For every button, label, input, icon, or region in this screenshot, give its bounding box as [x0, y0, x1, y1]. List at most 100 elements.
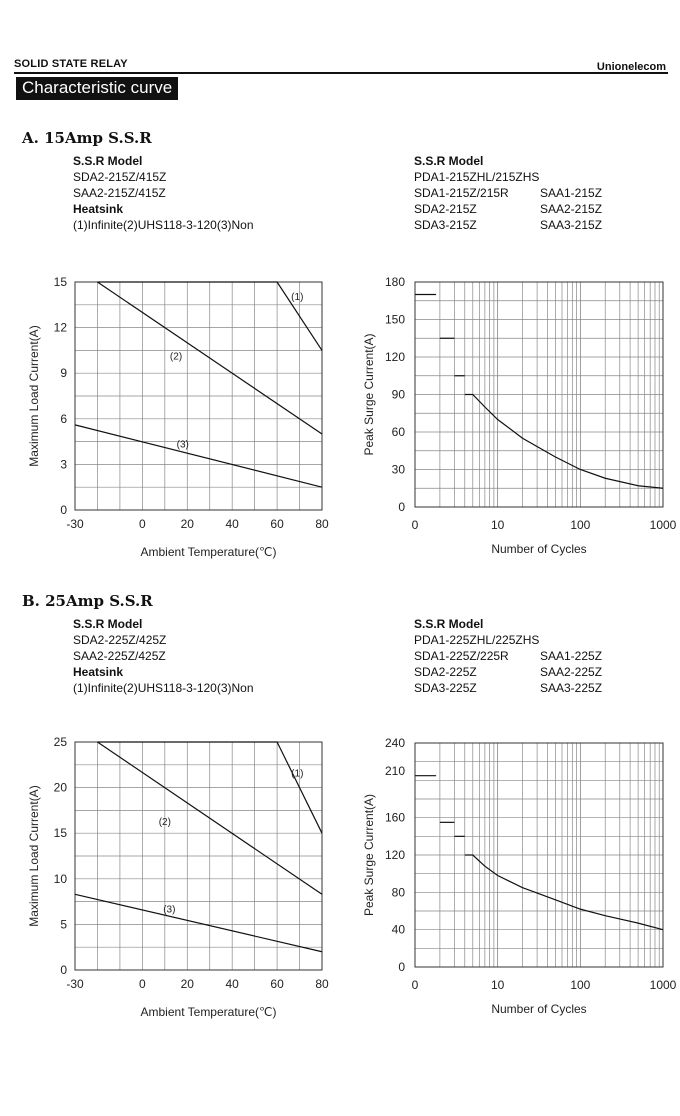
model-line: PDA1-225ZHL/225ZHS [414, 633, 540, 647]
model-cell: SDA3-215Z [414, 218, 477, 232]
x-tick-label: 0 [139, 517, 146, 531]
x-tick-label: 0 [412, 518, 419, 532]
x-tick-label: 20 [181, 517, 195, 531]
model-cell: SAA1-225Z [540, 649, 603, 663]
y-tick-label: 15 [54, 275, 68, 289]
model-line: SAA2-215Z/415Z [73, 186, 166, 200]
y-tick-label: 90 [392, 388, 406, 402]
header-rule [14, 72, 668, 74]
y-tick-label: 0 [398, 500, 405, 514]
x-tick-label: 40 [226, 517, 240, 531]
y-tick-label: 0 [60, 503, 67, 517]
x-tick-label: 1000 [650, 978, 677, 992]
y-tick-label: 150 [385, 313, 405, 327]
y-tick-label: 0 [60, 963, 67, 977]
y-tick-label: 5 [60, 917, 67, 931]
series-label: (3) [177, 440, 189, 451]
y-tick-label: 40 [392, 923, 406, 937]
model-line: PDA1-215ZHL/215ZHS [414, 170, 540, 184]
series-label: (3) [163, 905, 175, 916]
model-cell: SDA3-225Z [414, 681, 477, 695]
x-tick-label: 100 [570, 978, 590, 992]
series-line [97, 281, 323, 351]
x-axis-label: Ambient Temperature(℃) [141, 1005, 277, 1019]
section-a-left-info: S.S.R Model SDA2-215Z/415Z SAA2-215Z/415… [73, 153, 254, 233]
y-tick-label: 60 [392, 425, 406, 439]
series-line [74, 424, 323, 488]
x-tick-label: 60 [270, 517, 284, 531]
brand-name: Unionelecom [596, 61, 666, 73]
x-tick-label: 10 [491, 518, 505, 532]
x-tick-label: 10 [491, 978, 505, 992]
header-left-title: SOLID STATE RELAY [14, 58, 128, 70]
heatsink-line: (1)Infinite(2)UHS118-3-120(3)Non [73, 681, 254, 695]
section-a-title: A. 15Amp S.S.R [22, 129, 152, 147]
series-line [97, 741, 323, 834]
heatsink-heading: Heatsink [73, 202, 124, 216]
y-tick-label: 0 [398, 960, 405, 974]
x-tick-label: 1000 [650, 518, 677, 532]
model-cell: SAA3-225Z [540, 681, 603, 695]
series-line [97, 281, 323, 435]
model-cell: SAA2-215Z [540, 202, 603, 216]
y-tick-label: 20 [54, 781, 68, 795]
y-axis-label: Peak Surge Current(A) [362, 333, 376, 455]
heatsink-heading: Heatsink [73, 665, 124, 679]
series-line [97, 741, 323, 895]
y-tick-label: 25 [54, 735, 68, 749]
model-line: SDA2-215Z/415Z [73, 170, 167, 184]
series-label: (2) [170, 352, 182, 363]
plot-frame [414, 281, 664, 508]
series-line [464, 393, 664, 489]
y-tick-label: 30 [392, 463, 406, 477]
y-tick-label: 12 [54, 321, 68, 335]
y-tick-label: 9 [60, 366, 67, 380]
section-b-left-info: S.S.R Model SDA2-225Z/425Z SAA2-225Z/425… [73, 616, 254, 696]
model-heading: S.S.R Model [414, 154, 484, 168]
y-tick-label: 80 [392, 885, 406, 899]
x-tick-label: 80 [315, 977, 329, 991]
y-axis-label: Maximum Load Current(A) [27, 785, 41, 926]
plot-frame [414, 742, 664, 968]
series-line [74, 893, 323, 953]
series-label: (1) [291, 769, 303, 780]
model-heading: S.S.R Model [414, 617, 484, 631]
y-tick-label: 240 [385, 736, 405, 750]
model-line: SAA2-225Z/425Z [73, 649, 166, 663]
y-tick-label: 180 [385, 275, 405, 289]
model-cell: SDA2-215Z [414, 202, 477, 216]
x-tick-label: 0 [139, 977, 146, 991]
x-tick-label: 80 [315, 517, 329, 531]
series-line [464, 854, 664, 931]
x-tick-label: -30 [66, 977, 84, 991]
chart-a-surge: 0 10 100 1000 0 30 60 90 120 150 180 Number of Cycl… [362, 275, 677, 556]
series-label: (2) [159, 817, 171, 828]
page-title: Characteristic curve [16, 77, 179, 100]
x-tick-label: 100 [570, 518, 590, 532]
x-axis-label: Number of Cycles [491, 1002, 586, 1016]
section-a-right-info: S.S.R Model PDA1-215ZHL/215ZHS SDA1-215Z… [414, 153, 602, 233]
y-tick-label: 6 [60, 412, 67, 426]
x-axis-label: Ambient Temperature(℃) [141, 545, 277, 559]
model-cell: SDA2-225Z [414, 665, 477, 679]
model-heading: S.S.R Model [73, 617, 143, 631]
model-cell: SDA1-215Z/215R [414, 186, 509, 200]
y-tick-label: 10 [54, 872, 68, 886]
y-tick-label: 15 [54, 826, 68, 840]
section-b-right-info: S.S.R Model PDA1-225ZHL/225ZHS SDA1-225Z… [414, 616, 602, 696]
model-line: SDA2-225Z/425Z [73, 633, 167, 647]
y-axis-label: Maximum Load Current(A) [27, 325, 41, 466]
model-cell: SAA3-215Z [540, 218, 603, 232]
heatsink-line: (1)Infinite(2)UHS118-3-120(3)Non [73, 218, 254, 232]
y-tick-label: 120 [385, 848, 405, 862]
y-tick-label: 160 [385, 811, 405, 825]
chart-b-surge: 0 10 100 1000 0 40 80 120 160 210 240 Number of Cyc… [362, 736, 677, 1016]
x-tick-label: 0 [412, 978, 419, 992]
x-axis-label: Number of Cycles [491, 542, 586, 556]
y-tick-label: 210 [385, 764, 405, 778]
model-cell: SAA1-215Z [540, 186, 603, 200]
model-cell: SDA1-225Z/225R [414, 649, 509, 663]
